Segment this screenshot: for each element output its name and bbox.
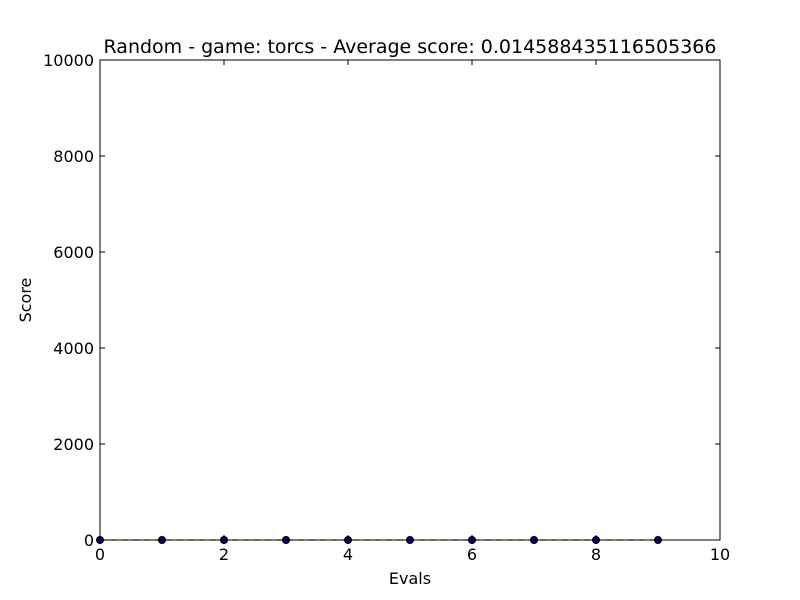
x-tick-label: 4	[343, 545, 353, 564]
y-tick-label: 2000	[53, 435, 94, 454]
x-axis-label: Evals	[389, 569, 431, 588]
plot-frame	[99, 59, 721, 541]
x-tick-label: 8	[591, 545, 601, 564]
x-tick-label: 2	[219, 545, 229, 564]
y-tick-label: 6000	[53, 243, 94, 262]
y-axis-label: Score	[16, 278, 35, 323]
x-tick-label: 6	[467, 545, 477, 564]
y-axis: 0 2000 4000 6000 8000 10000	[43, 51, 720, 550]
x-axis: 0 2 4 6 8 10	[95, 60, 730, 564]
chart-title: Random - game: torcs - Average score: 0.…	[104, 36, 717, 58]
y-tick-label: 8000	[53, 147, 94, 166]
y-tick-label: 0	[84, 531, 94, 550]
x-tick-label: 10	[710, 545, 730, 564]
plot-background	[100, 60, 720, 540]
x-tick-label: 0	[95, 545, 105, 564]
y-tick-label: 4000	[53, 339, 94, 358]
y-tick-label: 10000	[43, 51, 94, 70]
plot-area	[96, 59, 721, 544]
